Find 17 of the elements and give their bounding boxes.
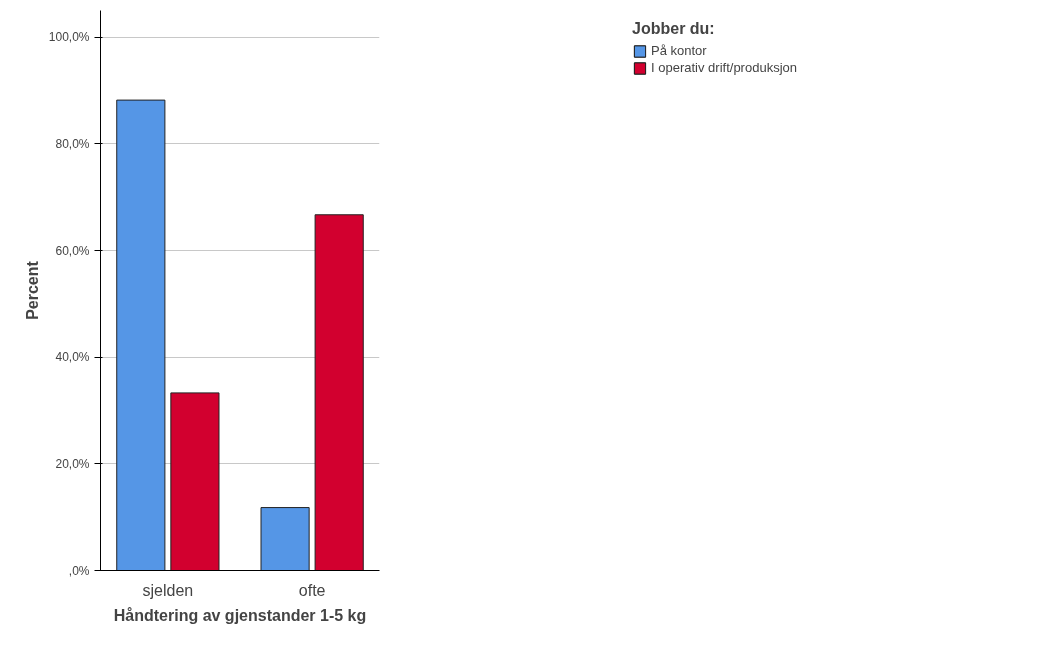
x-tick-label: sjelden [142, 581, 194, 599]
y-tick-label: 100,0% [48, 30, 90, 45]
bar [116, 99, 166, 571]
bar [170, 392, 220, 571]
legend-title: Jobber du: [632, 20, 716, 38]
bar [260, 507, 310, 571]
y-tick-label: ,0% [68, 563, 90, 578]
y-tick-label: 20,0% [55, 456, 90, 471]
y-axis-title: Percent [23, 260, 41, 320]
legend-label: På kontor [651, 43, 707, 58]
bar [314, 214, 364, 571]
y-tick-label: 60,0% [55, 243, 90, 258]
x-axis-title: Håndtering av gjenstander 1-5 kg [113, 606, 367, 624]
y-tick-label: 80,0% [55, 136, 90, 151]
x-tick-label: ofte [298, 581, 326, 599]
legend-label: I operativ drift/produksjon [651, 60, 797, 75]
y-tick-label: 40,0% [55, 350, 90, 365]
